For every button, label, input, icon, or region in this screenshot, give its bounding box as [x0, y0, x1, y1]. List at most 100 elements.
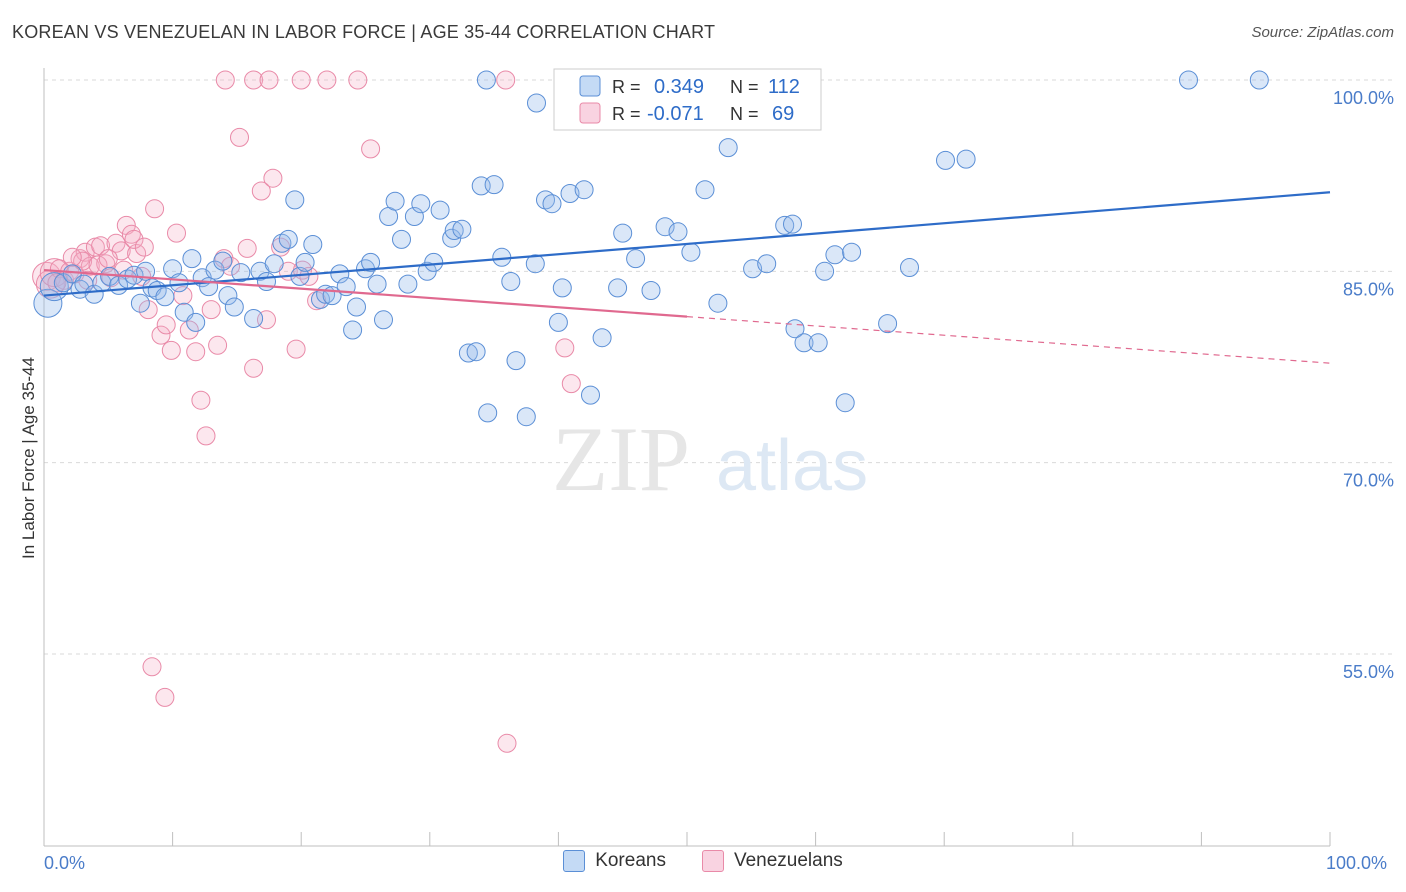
- korean-point-42: [330, 264, 350, 284]
- korean-point-100: [956, 149, 976, 169]
- venezuelan-point-22: [151, 325, 171, 345]
- korean-point-51: [385, 191, 405, 211]
- korean-point-90: [757, 254, 777, 274]
- venezuelan-point-56: [555, 338, 575, 358]
- watermark: ZIP atlas: [552, 408, 868, 510]
- korean-point-26: [218, 286, 238, 306]
- venezuelan-point-67: [134, 237, 154, 257]
- korean-point-102: [527, 93, 546, 113]
- korean-trend-line: [43, 191, 1331, 297]
- venezuelan-point-66: [124, 229, 144, 249]
- venezuelan-point-31: [201, 300, 221, 320]
- venezuelan-point-52: [348, 70, 368, 90]
- korean-point-20: [182, 249, 202, 269]
- korean-point-104: [1179, 70, 1198, 90]
- korean-point-96: [835, 393, 855, 413]
- korean-point-93: [794, 333, 814, 353]
- korean-point-99: [936, 150, 955, 170]
- y-tick-label-0: 100.0%: [1333, 88, 1394, 108]
- korean-point-71: [525, 254, 545, 274]
- korean-point-32: [264, 254, 284, 274]
- korean-point-38: [303, 235, 323, 254]
- korean-point-12: [130, 293, 150, 313]
- korean-point-37: [295, 252, 315, 272]
- watermark-zip: ZIP: [552, 408, 690, 510]
- venezuelan-trend-line: [43, 268, 688, 318]
- korean-point-25: [213, 251, 233, 271]
- venezuelan-point-40: [263, 168, 283, 188]
- venezuelan-point-50: [291, 70, 311, 90]
- korean-point-47: [361, 252, 381, 272]
- venezuelan-point-0: [32, 261, 62, 291]
- x-tick-label-min: 0.0%: [44, 853, 85, 873]
- korean-point-83: [655, 217, 675, 237]
- legend-swatch-venezuelan: [579, 102, 601, 124]
- legend-r-value-1: 0.349: [654, 76, 704, 98]
- venezuelan-point-35: [230, 127, 249, 147]
- bottom-legend-koreans: Koreans: [563, 850, 666, 872]
- venezuelan-point-48: [244, 70, 264, 90]
- venezuelan-point-7: [70, 249, 90, 269]
- korean-point-76: [574, 180, 594, 200]
- korean-point-98: [900, 258, 919, 277]
- korean-point-111: [785, 319, 805, 339]
- korean-point-84: [668, 222, 688, 242]
- korean-point-54: [404, 207, 424, 226]
- korean-point-60: [444, 221, 464, 240]
- venezuelan-point-30: [196, 426, 216, 446]
- korean-point-28: [231, 263, 251, 283]
- venezuelan-point-38: [251, 181, 271, 201]
- venezuelan-point-28: [186, 342, 206, 362]
- venezuelan-point-17: [121, 224, 141, 244]
- korean-point-53: [398, 274, 418, 294]
- legend-n-label-2: N =: [730, 104, 759, 124]
- korean-point-70: [516, 407, 536, 427]
- legend-swatch-korean: [579, 75, 601, 97]
- korean-point-80: [613, 223, 633, 243]
- korean-points: [33, 70, 1269, 427]
- venezuelan-point-53: [361, 139, 381, 159]
- bottom-legend: Koreans Venezuelans: [0, 850, 1406, 872]
- legend-n-value-1: 112: [768, 76, 800, 98]
- venezuelan-trend-extension: [686, 316, 1331, 364]
- y-tick-label-2: 70.0%: [1343, 471, 1394, 491]
- venezuelan-point-54: [496, 70, 516, 90]
- korean-point-92: [783, 214, 802, 234]
- korean-point-16: [155, 287, 175, 307]
- korean-point-81: [626, 249, 646, 269]
- korean-point-63: [466, 342, 486, 362]
- chart-title: KOREAN VS VENEZUELAN IN LABOR FORCE | AG…: [12, 22, 716, 42]
- y-axis-label: In Labor Force | Age 35-44: [19, 357, 38, 559]
- legend-n-label-1: N =: [730, 77, 759, 97]
- korean-point-66: [484, 175, 504, 195]
- korean-point-44: [343, 320, 363, 340]
- korean-point-48: [367, 274, 387, 294]
- korean-point-108: [548, 312, 568, 332]
- venezuelan-point-49: [259, 70, 279, 90]
- korean-point-29: [244, 309, 264, 328]
- korean-point-86: [695, 180, 715, 200]
- x-tick-label-max: 100.0%: [1326, 853, 1387, 873]
- korean-point-52: [392, 229, 411, 249]
- korean-point-0: [33, 288, 63, 318]
- venezuelan-point-43: [286, 339, 306, 359]
- venezuelan-point-21: [145, 199, 165, 219]
- korean-point-74: [552, 278, 572, 298]
- korean-point-65: [478, 403, 498, 423]
- korean-point-97: [878, 314, 898, 334]
- x-tick-marks: [172, 832, 1331, 846]
- venezuelan-point-27: [179, 320, 199, 340]
- venezuelan-point-23: [156, 315, 176, 335]
- venezuelan-point-36: [237, 238, 257, 258]
- y-tick-label-3: 55.0%: [1343, 662, 1394, 682]
- koreans-swatch: [563, 850, 586, 872]
- korean-point-82: [641, 281, 661, 300]
- korean-point-85: [681, 242, 701, 262]
- korean-point-55: [411, 194, 431, 214]
- venezuelan-point-25: [167, 223, 186, 243]
- korean-point-21: [186, 312, 206, 332]
- venezuelans-swatch: [701, 850, 724, 872]
- legend-n-value-2: 69: [772, 103, 794, 125]
- korean-point-88: [718, 138, 738, 158]
